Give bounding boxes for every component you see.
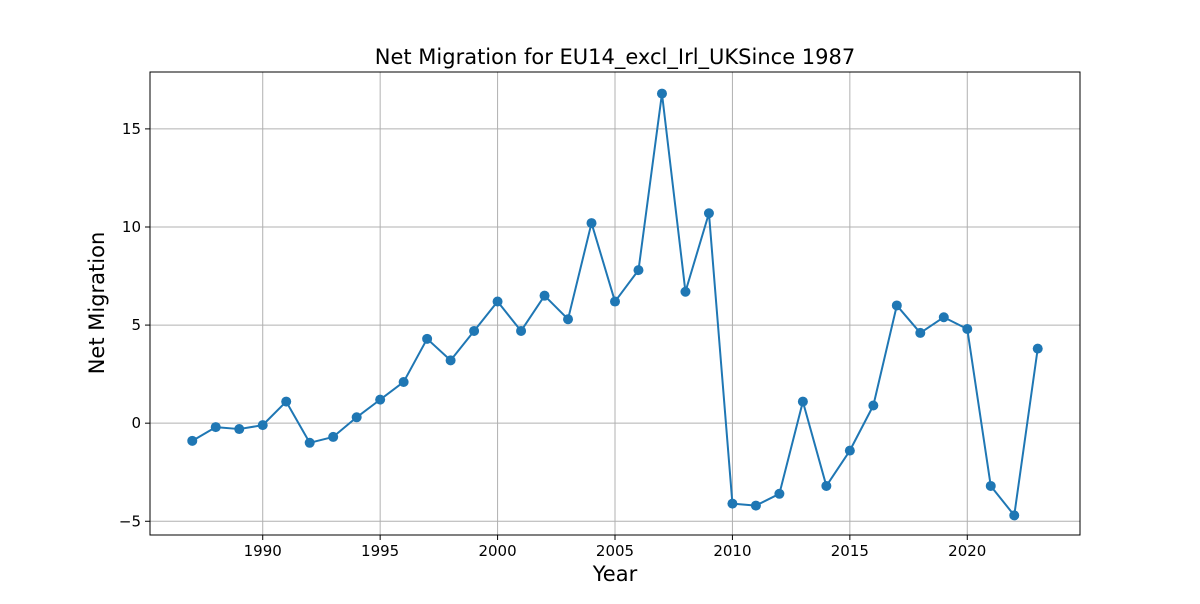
data-point <box>187 435 198 446</box>
data-point <box>328 431 339 442</box>
data-point <box>563 314 574 325</box>
data-point <box>304 437 315 448</box>
data-point <box>774 488 785 499</box>
data-point <box>750 500 761 511</box>
x-tick-label: 2015 <box>831 542 869 560</box>
data-point <box>1009 510 1020 521</box>
y-tick-label: 15 <box>122 120 141 138</box>
data-point <box>351 412 362 423</box>
data-point <box>398 376 409 387</box>
data-point <box>703 208 714 219</box>
data-point <box>633 265 644 276</box>
data-point <box>985 480 996 491</box>
data-point <box>844 445 855 456</box>
data-point <box>680 286 691 297</box>
x-tick-label: 2000 <box>478 542 516 560</box>
x-tick-label: 2005 <box>596 542 634 560</box>
data-point <box>656 88 667 99</box>
data-point <box>516 325 527 336</box>
data-point <box>492 296 503 307</box>
data-point <box>915 327 926 338</box>
data-point <box>210 422 221 433</box>
axis-ticks: 1990 1995 2000 2005 2010 2015 2020 −5 0 5 10 15 <box>119 120 986 560</box>
x-tick-label: 1990 <box>244 542 282 560</box>
data-point <box>234 424 245 435</box>
data-point <box>375 394 386 405</box>
data-point <box>797 396 808 407</box>
grid-lines <box>150 72 1080 535</box>
data-point <box>469 325 480 336</box>
data-point <box>610 296 620 307</box>
y-tick-label: 0 <box>131 414 141 432</box>
y-tick-label: 5 <box>131 316 141 334</box>
data-point <box>821 480 832 491</box>
series-markers <box>187 88 1043 521</box>
data-point <box>257 420 268 431</box>
data-point <box>868 400 879 411</box>
x-tick-label: 1995 <box>361 542 399 560</box>
data-point <box>445 355 456 366</box>
x-axis-label: Year <box>592 562 638 586</box>
y-tick-label: −5 <box>119 512 141 530</box>
data-point <box>891 300 902 311</box>
data-point <box>1032 343 1043 354</box>
data-point <box>422 333 433 344</box>
data-point <box>539 290 550 301</box>
data-point <box>586 218 597 229</box>
y-tick-label: 10 <box>122 218 141 236</box>
chart-title: Net Migration for EU14_excl_Irl_UKSince … <box>375 45 856 70</box>
data-point <box>281 396 292 407</box>
x-tick-label: 2020 <box>948 542 986 560</box>
x-tick-label: 2010 <box>713 542 751 560</box>
y-axis-label: Net Migration <box>85 232 109 375</box>
data-point <box>938 312 949 323</box>
data-point <box>727 498 738 509</box>
data-point <box>962 324 973 335</box>
